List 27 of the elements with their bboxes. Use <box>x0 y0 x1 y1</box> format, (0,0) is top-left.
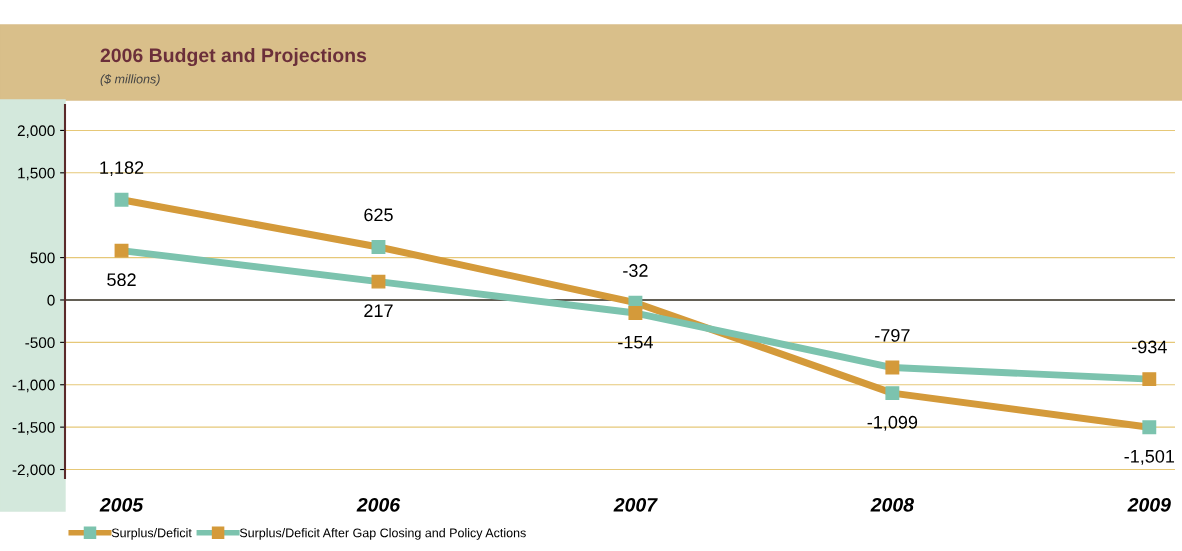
data-label: 217 <box>364 304 393 317</box>
data-label: -32 <box>623 264 648 277</box>
y-tick-label: 500 <box>30 252 55 264</box>
y-tick-label: -1,500 <box>12 422 55 435</box>
data-label: -154 <box>618 335 653 349</box>
data-label: -1,501 <box>1124 449 1175 465</box>
data-label: 582 <box>107 273 136 287</box>
data-label: 1,182 <box>100 161 144 177</box>
data-label: -797 <box>875 328 910 342</box>
data-label: 625 <box>364 208 393 222</box>
y-tick-label: 2,000 <box>17 125 55 138</box>
x-tick-label: 2005 <box>99 497 144 512</box>
y-tick-label: 0 <box>47 294 55 306</box>
y-tick-label: -500 <box>25 337 55 349</box>
x-tick-label: 2008 <box>870 497 914 512</box>
x-tick-label: 2006 <box>356 497 401 512</box>
legend-label: Surplus/Deficit After Gap Closing and Policy Actions <box>239 528 526 540</box>
x-tick-label: 2007 <box>613 497 658 512</box>
y-tick-label: 1,500 <box>18 167 55 181</box>
chart-title: 2006 Budget and Projections <box>100 47 367 67</box>
data-label: -934 <box>1132 340 1167 354</box>
data-label: -1,099 <box>867 415 918 431</box>
y-tick-label: -2,000 <box>12 464 55 478</box>
x-tick-label: 2009 <box>1127 497 1171 512</box>
chart-subtitle: ($ millions) <box>100 74 160 86</box>
legend-label: Surplus/Deficit <box>111 528 192 540</box>
y-tick-label: -1,000 <box>12 379 55 393</box>
